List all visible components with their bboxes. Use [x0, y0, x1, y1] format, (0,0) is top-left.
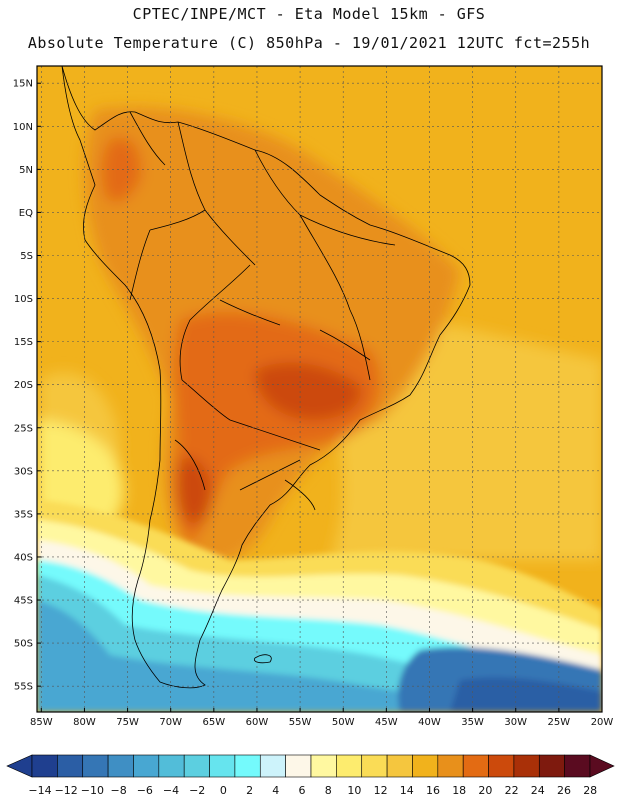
grid-lines	[37, 66, 603, 712]
lon-label: 55W	[289, 717, 312, 728]
colorbar-swatch	[82, 754, 109, 778]
lat-label: 5S	[20, 251, 33, 262]
colorbar-swatch	[57, 754, 84, 778]
chart-title-line-2: Absolute Temperature (C) 850hPa - 19/01/…	[27, 34, 591, 52]
colorbar-swatch	[107, 754, 134, 778]
coastlines	[61, 66, 471, 689]
colorbar-arrow-low	[6, 754, 33, 778]
field-20-22-north	[101, 137, 141, 203]
colorbar-swatch	[310, 754, 337, 778]
map-frame	[36, 65, 603, 713]
lon-label: 45W	[375, 717, 398, 728]
lat-label: 30S	[14, 466, 33, 477]
colorbar-label: 4	[272, 784, 279, 797]
lon-label: 20W	[591, 717, 614, 728]
latitude-labels: 15N 10N 5N EQ 5S 10S 15S 20S 25S 30S 35S 40S 45S 50S 5…	[13, 79, 41, 693]
colorbar-swatch	[513, 754, 540, 778]
colorbar-arrow-high	[589, 754, 615, 778]
colorbar-label: 20	[478, 784, 492, 797]
lon-label: 85W	[30, 717, 53, 728]
colorbar	[6, 754, 615, 778]
temperature-field	[37, 66, 602, 712]
lon-label: 30W	[504, 717, 527, 728]
lat-label: 45S	[14, 596, 33, 607]
falkland-islands	[253, 654, 272, 664]
colorbar-label: 26	[557, 784, 571, 797]
colorbar-label: −10	[81, 784, 104, 797]
lon-label: 25W	[548, 717, 571, 728]
colorbar-swatch	[564, 754, 591, 778]
national-borders	[129, 111, 396, 511]
field-minus-4	[37, 600, 602, 712]
colorbar-label: −14	[28, 784, 51, 797]
lat-label: 50S	[14, 639, 33, 650]
lat-label: 15S	[14, 337, 33, 348]
colorbar-swatch	[133, 754, 160, 778]
colorbar-label: −2	[189, 784, 205, 797]
colorbar-swatch	[285, 754, 312, 778]
colorbar-label: 10	[347, 784, 361, 797]
lon-label: 80W	[73, 717, 96, 728]
lat-label: 40S	[14, 552, 33, 563]
lon-label: 50W	[332, 717, 355, 728]
colorbar-swatch	[386, 754, 413, 778]
lon-label: 75W	[116, 717, 139, 728]
colorbar-label: 0	[220, 784, 227, 797]
colorbar-swatch	[259, 754, 286, 778]
colorbar-swatch	[183, 754, 210, 778]
colorbar-label: −8	[110, 784, 126, 797]
colorbar-label: 18	[452, 784, 466, 797]
colorbar-label: −12	[55, 784, 78, 797]
lat-label: 10S	[14, 294, 33, 305]
lat-label: 5N	[19, 165, 33, 176]
colorbar-label: 2	[246, 784, 253, 797]
colorbar-swatch	[412, 754, 439, 778]
colorbar-label: −6	[137, 784, 153, 797]
colorbar-swatch	[462, 754, 489, 778]
lat-label: 55S	[14, 682, 33, 693]
field-22-24-b	[176, 457, 212, 524]
colorbar-label: 16	[426, 784, 440, 797]
colorbar-swatch	[488, 754, 515, 778]
colorbar-swatch	[234, 754, 261, 778]
colorbar-swatch	[361, 754, 388, 778]
lon-label: 40W	[418, 717, 441, 728]
colorbar-labels: −14 −12 −10 −8 −6 −4 −2 0 2 4 6 8 10 12 14 16 18 20 22 24 26…	[28, 784, 597, 797]
lat-label: 25S	[14, 423, 33, 434]
lon-label: 65W	[203, 717, 226, 728]
lat-label: 10N	[13, 122, 33, 133]
colorbar-swatch	[336, 754, 363, 778]
colorbar-swatch	[437, 754, 464, 778]
lat-label: 35S	[14, 509, 33, 520]
lat-label: 15N	[13, 79, 33, 90]
colorbar-label: 22	[505, 784, 519, 797]
chart-title-line-1: CPTEC/INPE/MCT - Eta Model 15km - GFS	[132, 5, 486, 23]
colorbar-label: −4	[163, 784, 179, 797]
field-18-20-ne	[380, 238, 455, 297]
lon-label: 35W	[461, 717, 484, 728]
colorbar-label: 24	[531, 784, 545, 797]
longitude-labels: 85W 80W 75W 70W 65W 60W 55W 50W 45W 40W 35W 30W 25W 2…	[30, 708, 613, 728]
colorbar-swatch	[538, 754, 565, 778]
lon-label: 60W	[246, 717, 269, 728]
colorbar-swatch	[209, 754, 236, 778]
lat-label: 20S	[14, 380, 33, 391]
colorbar-label: 14	[400, 784, 414, 797]
lat-label: EQ	[19, 208, 33, 219]
colorbar-label: 8	[325, 784, 332, 797]
colorbar-label: 6	[299, 784, 306, 797]
colorbar-swatch	[158, 754, 185, 778]
colorbar-label: 12	[374, 784, 388, 797]
colorbar-swatch	[31, 754, 58, 778]
lon-label: 70W	[159, 717, 182, 728]
colorbar-label: 28	[583, 784, 597, 797]
south-america-coastline	[61, 66, 471, 689]
field-22-24-a	[255, 362, 361, 420]
